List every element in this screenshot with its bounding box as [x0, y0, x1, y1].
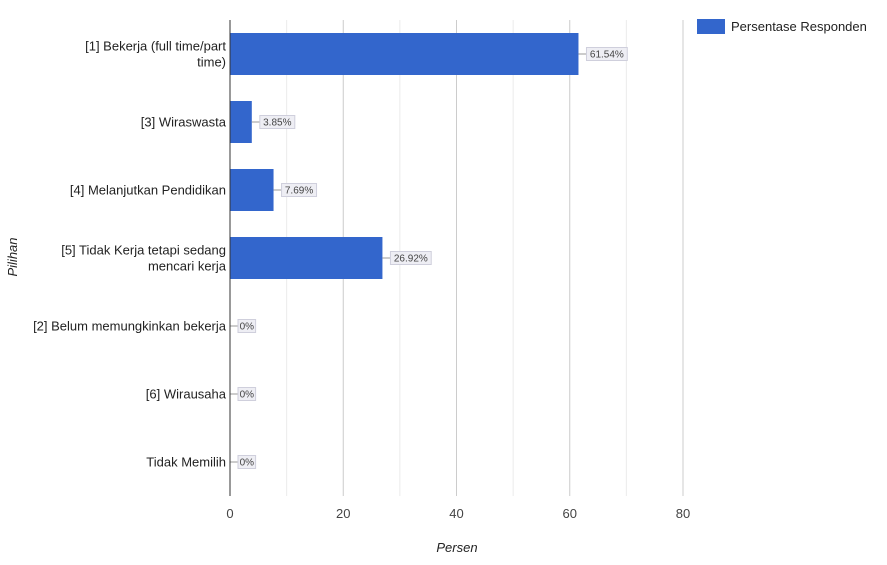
category-label: [2] Belum memungkinkan bekerja — [33, 319, 227, 334]
data-label-box — [237, 387, 257, 401]
data-label-box — [281, 183, 318, 197]
category-label: [1] Bekerja (full time/part time) — [85, 39, 226, 70]
legend-swatch — [697, 19, 725, 34]
data-label-box — [237, 319, 257, 333]
category-label: Tidak Memilih — [146, 455, 226, 470]
data-label-box — [585, 47, 628, 61]
x-tick-labels: 0 20 40 60 80 — [226, 506, 690, 521]
x-tick-label: 80 — [676, 506, 690, 521]
data-label: 26.92% — [394, 254, 428, 265]
data-label: 0% — [240, 390, 255, 401]
category-labels: [1] Bekerja (full time/part time) [3] Wira… — [33, 39, 227, 470]
x-tick-label: 40 — [449, 506, 463, 521]
category-label: [5] Tidak Kerja tetapi sedang mencari ker… — [61, 243, 227, 274]
x-tick-label: 20 — [336, 506, 350, 521]
category-label: [6] Wirausaha — [146, 387, 227, 402]
bar — [230, 169, 274, 211]
x-axis-title: Persen — [436, 540, 477, 555]
data-label: 7.69% — [285, 186, 313, 197]
data-label: 3.85% — [263, 118, 291, 129]
y-axis-title: Pilihan — [5, 237, 20, 276]
bar — [230, 237, 383, 279]
data-label: 61.54% — [590, 50, 624, 61]
data-labels: 61.54% 3.85% 7.69% 26.92% 0% 0% 0% — [230, 47, 628, 469]
bar — [230, 101, 252, 143]
data-label: 0% — [240, 458, 255, 469]
data-label-box — [237, 455, 257, 469]
data-label-box — [389, 251, 432, 265]
data-label-box — [259, 115, 296, 129]
category-label: [3] Wiraswasta — [141, 115, 227, 130]
bar — [230, 33, 579, 75]
x-tick-label: 60 — [563, 506, 577, 521]
legend-label: Persentase Responden — [731, 19, 867, 34]
bars — [230, 33, 579, 279]
data-label: 0% — [240, 322, 255, 333]
category-label: [4] Melanjutkan Pendidikan — [70, 183, 226, 198]
x-tick-label: 0 — [226, 506, 233, 521]
legend: Persentase Responden — [697, 19, 867, 34]
